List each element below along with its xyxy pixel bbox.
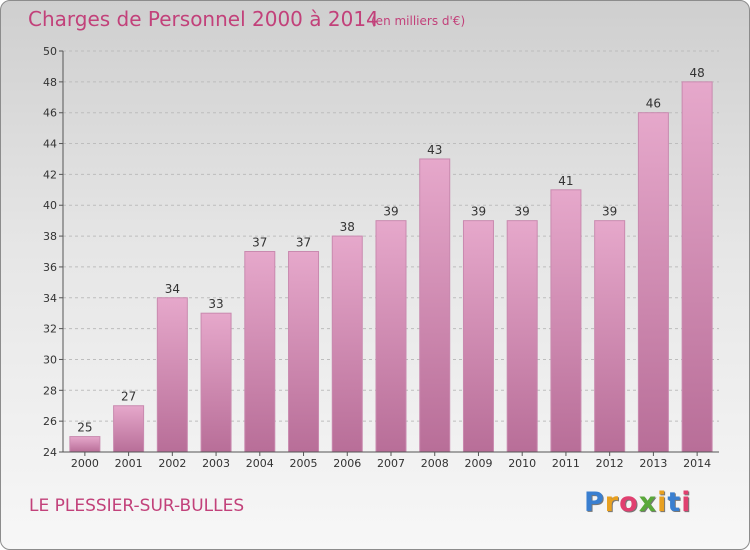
y-tick-label: 46 bbox=[43, 107, 57, 120]
x-tick-label: 2004 bbox=[246, 457, 274, 470]
chart-subtitle: (en milliers d'€) bbox=[371, 14, 466, 28]
y-tick-label: 34 bbox=[43, 292, 57, 305]
bar bbox=[69, 436, 101, 453]
bars: 25 27 34 33 37 37 38 39 43 39 39 41 39 46 48 bbox=[69, 66, 713, 453]
data-label: 37 bbox=[252, 236, 267, 250]
x-tick-label: 2000 bbox=[71, 457, 99, 470]
logo-letter: t bbox=[667, 487, 682, 518]
x-tick-label: 2009 bbox=[464, 457, 492, 470]
bar bbox=[462, 220, 494, 453]
data-label: 38 bbox=[340, 220, 355, 234]
data-label: 39 bbox=[602, 205, 617, 219]
x-axis: 2000 2001 2002 2003 2004 2005 2006 2007 2008 2009… bbox=[63, 451, 719, 470]
bar bbox=[200, 312, 232, 453]
bar bbox=[331, 235, 363, 453]
bar bbox=[506, 220, 538, 453]
logo-letter: i bbox=[657, 487, 668, 518]
proxiti-logo[interactable]: Proxiti bbox=[584, 487, 692, 518]
logo-letter: r bbox=[604, 487, 620, 518]
bar bbox=[244, 251, 276, 453]
x-tick-label: 2002 bbox=[158, 457, 186, 470]
bar bbox=[681, 81, 713, 453]
logo-letter: o bbox=[619, 487, 639, 518]
y-tick-label: 36 bbox=[43, 261, 57, 274]
data-label: 46 bbox=[646, 97, 661, 111]
bar bbox=[288, 251, 320, 453]
bar bbox=[113, 405, 145, 453]
y-tick-label: 28 bbox=[43, 384, 57, 397]
y-tick-label: 24 bbox=[43, 446, 57, 459]
y-tick-label: 44 bbox=[43, 138, 57, 151]
x-tick-label: 2005 bbox=[290, 457, 318, 470]
data-label: 27 bbox=[121, 390, 136, 404]
y-tick-label: 40 bbox=[43, 199, 57, 212]
y-tick-label: 48 bbox=[43, 76, 57, 89]
y-tick-label: 42 bbox=[43, 168, 57, 181]
data-label: 33 bbox=[208, 297, 223, 311]
x-tick-label: 2013 bbox=[639, 457, 667, 470]
x-tick-label: 2007 bbox=[377, 457, 405, 470]
data-label: 48 bbox=[689, 66, 704, 80]
bar bbox=[375, 220, 407, 453]
bar bbox=[419, 158, 451, 453]
x-tick-label: 2011 bbox=[552, 457, 580, 470]
y-tick-label: 32 bbox=[43, 323, 57, 336]
y-tick-label: 26 bbox=[43, 415, 57, 428]
logo-letter: i bbox=[681, 487, 692, 518]
data-label: 43 bbox=[427, 143, 442, 157]
x-tick-label: 2003 bbox=[202, 457, 230, 470]
data-label: 39 bbox=[383, 205, 398, 219]
x-tick-label: 2008 bbox=[421, 457, 449, 470]
logo-letter: x bbox=[638, 487, 658, 518]
y-tick-label: 38 bbox=[43, 230, 57, 243]
x-tick-label: 2001 bbox=[115, 457, 143, 470]
commune-name: LE PLESSIER-SUR-BULLES bbox=[29, 496, 245, 516]
data-label: 37 bbox=[296, 236, 311, 250]
x-tick-label: 2006 bbox=[333, 457, 361, 470]
x-tick-label: 2012 bbox=[596, 457, 624, 470]
data-label: 25 bbox=[77, 421, 92, 435]
y-axis: 24 26 28 30 32 34 36 38 40 42 44 46 48 50 bbox=[43, 45, 64, 459]
x-tick-label: 2010 bbox=[508, 457, 536, 470]
bar bbox=[156, 297, 188, 453]
data-label: 39 bbox=[515, 205, 530, 219]
y-tick-label: 30 bbox=[43, 353, 57, 366]
x-tick-label: 2014 bbox=[683, 457, 711, 470]
data-label: 39 bbox=[471, 205, 486, 219]
data-label: 34 bbox=[165, 282, 180, 296]
bar bbox=[550, 189, 582, 453]
y-tick-label: 50 bbox=[43, 45, 57, 58]
bar bbox=[594, 220, 626, 453]
chart-title: Charges de Personnel 2000 à 2014 bbox=[28, 7, 379, 31]
data-label: 41 bbox=[558, 174, 573, 188]
bar bbox=[637, 112, 669, 453]
logo-letter: P bbox=[584, 487, 605, 518]
